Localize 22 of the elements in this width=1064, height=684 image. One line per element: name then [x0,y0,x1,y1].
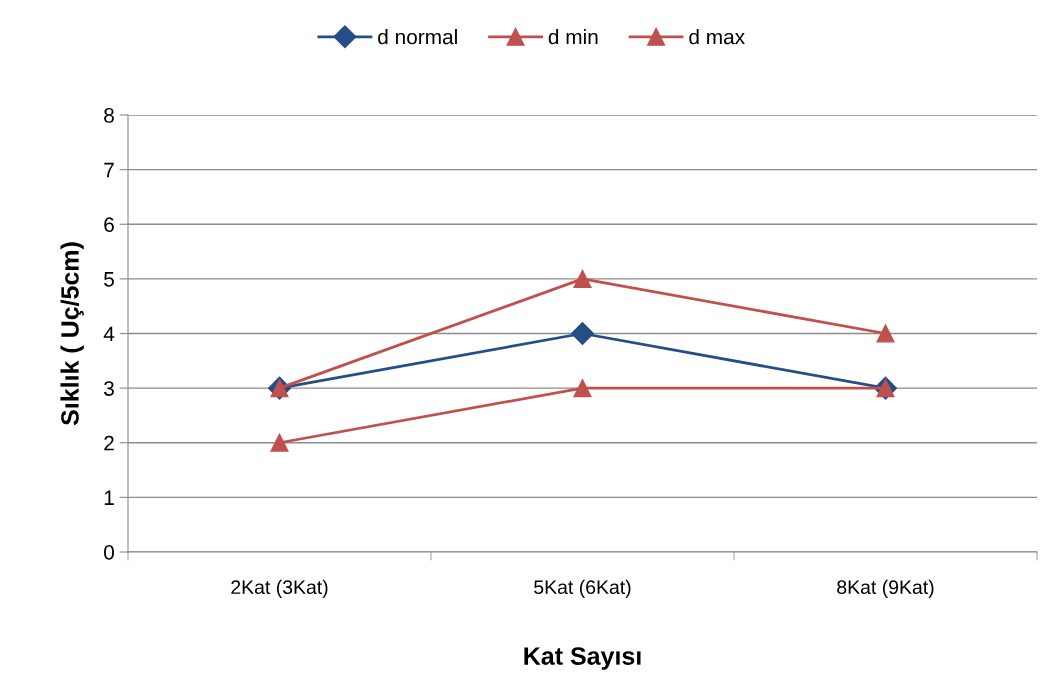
y-tick-label: 3 [104,381,114,396]
x-axis-title: Kat Sayısı [524,647,641,670]
x-tick-label: 8Kat (9Kat) [837,579,934,598]
y-tick-label: 7 [104,162,114,178]
legend-label: d max [689,29,745,45]
point [876,324,895,343]
y-tick-label: 4 [103,326,115,342]
x-tick-label: 2Kat (3Kat) [231,579,328,598]
point [573,379,592,398]
point [270,433,289,452]
y-tick-label: 0 [104,545,114,560]
y-tick-label: 8 [104,108,114,123]
y-tick-label: 2 [104,435,114,451]
y-axis-title: Sıklık ( Uç/5cm) [60,242,84,426]
y-tick-label: 6 [104,217,114,232]
point [573,269,592,288]
y-tick-label: 5 [104,272,114,287]
legend-label: d min [548,29,598,45]
x-tick-label: 5Kat (6Kat) [534,579,631,598]
y-tick-label: 1 [104,490,114,505]
point [571,322,594,345]
legend-label: d normal [378,29,457,45]
